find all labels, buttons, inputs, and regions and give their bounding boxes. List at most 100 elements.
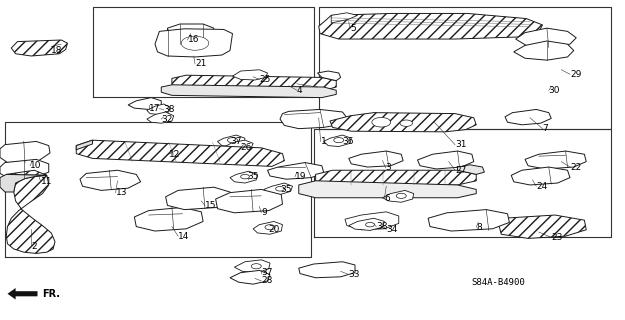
Polygon shape bbox=[349, 151, 403, 167]
Polygon shape bbox=[525, 151, 586, 169]
Polygon shape bbox=[0, 174, 47, 192]
Polygon shape bbox=[172, 75, 336, 90]
Text: 9: 9 bbox=[261, 208, 267, 217]
Text: 29: 29 bbox=[570, 70, 581, 79]
Polygon shape bbox=[134, 207, 203, 231]
Text: 31: 31 bbox=[455, 140, 466, 149]
Text: 16: 16 bbox=[188, 36, 199, 44]
Polygon shape bbox=[428, 210, 509, 231]
Circle shape bbox=[251, 264, 261, 269]
Text: S84A-B4900: S84A-B4900 bbox=[472, 278, 526, 287]
Text: 14: 14 bbox=[178, 232, 189, 241]
Polygon shape bbox=[299, 262, 355, 278]
Text: 30: 30 bbox=[549, 86, 560, 95]
Polygon shape bbox=[418, 151, 474, 169]
Circle shape bbox=[181, 36, 209, 50]
Text: 34: 34 bbox=[386, 225, 398, 234]
Text: 13: 13 bbox=[116, 188, 127, 197]
Polygon shape bbox=[234, 260, 270, 273]
Polygon shape bbox=[299, 181, 476, 198]
Polygon shape bbox=[8, 288, 38, 300]
Polygon shape bbox=[264, 183, 292, 195]
Text: 37: 37 bbox=[230, 137, 241, 146]
Text: 35: 35 bbox=[247, 172, 258, 181]
Polygon shape bbox=[128, 98, 161, 109]
Text: 2: 2 bbox=[31, 242, 37, 251]
Text: 37: 37 bbox=[261, 268, 272, 277]
Text: 33: 33 bbox=[349, 270, 360, 279]
Polygon shape bbox=[166, 187, 232, 210]
Circle shape bbox=[366, 222, 374, 227]
Polygon shape bbox=[161, 85, 336, 98]
Text: 4: 4 bbox=[297, 86, 302, 95]
Polygon shape bbox=[324, 135, 351, 147]
Polygon shape bbox=[6, 170, 55, 253]
Text: 32: 32 bbox=[161, 115, 172, 124]
Text: 19: 19 bbox=[295, 172, 306, 181]
Circle shape bbox=[276, 187, 284, 191]
Text: 28: 28 bbox=[261, 276, 272, 285]
Polygon shape bbox=[217, 135, 245, 147]
Polygon shape bbox=[349, 218, 384, 230]
Text: 17: 17 bbox=[149, 104, 160, 113]
Polygon shape bbox=[330, 113, 476, 132]
Polygon shape bbox=[216, 189, 282, 213]
Circle shape bbox=[265, 225, 275, 230]
Text: 38: 38 bbox=[376, 222, 388, 231]
Polygon shape bbox=[268, 163, 324, 179]
Text: 27: 27 bbox=[455, 166, 466, 175]
Text: 36: 36 bbox=[342, 137, 354, 146]
Text: 22: 22 bbox=[570, 163, 581, 172]
Circle shape bbox=[228, 138, 238, 143]
Polygon shape bbox=[382, 190, 414, 202]
Polygon shape bbox=[331, 13, 357, 23]
Polygon shape bbox=[155, 29, 232, 57]
Text: 7: 7 bbox=[542, 124, 548, 133]
Polygon shape bbox=[11, 40, 68, 56]
Polygon shape bbox=[280, 109, 347, 129]
Text: 8: 8 bbox=[476, 223, 482, 232]
Polygon shape bbox=[319, 13, 542, 39]
Polygon shape bbox=[0, 159, 49, 178]
Circle shape bbox=[400, 120, 412, 126]
Circle shape bbox=[241, 174, 249, 179]
Text: 26: 26 bbox=[241, 143, 252, 152]
Polygon shape bbox=[76, 140, 92, 150]
Polygon shape bbox=[147, 112, 174, 123]
Text: 35: 35 bbox=[280, 185, 291, 194]
Text: 24: 24 bbox=[536, 182, 548, 191]
Text: 6: 6 bbox=[384, 194, 390, 203]
Text: 10: 10 bbox=[30, 161, 41, 170]
Polygon shape bbox=[499, 215, 586, 238]
Text: 20: 20 bbox=[269, 225, 280, 234]
Polygon shape bbox=[230, 171, 258, 183]
Circle shape bbox=[396, 193, 406, 198]
Polygon shape bbox=[458, 165, 484, 174]
Polygon shape bbox=[0, 141, 50, 163]
Polygon shape bbox=[76, 140, 284, 166]
Text: 15: 15 bbox=[205, 201, 216, 210]
Text: 21: 21 bbox=[195, 60, 206, 68]
Text: 12: 12 bbox=[169, 150, 180, 159]
Polygon shape bbox=[147, 104, 170, 115]
Text: 25: 25 bbox=[259, 75, 271, 84]
Polygon shape bbox=[80, 170, 141, 190]
Polygon shape bbox=[505, 109, 551, 125]
Circle shape bbox=[372, 117, 391, 127]
Text: 23: 23 bbox=[551, 233, 562, 242]
Polygon shape bbox=[225, 140, 253, 151]
Polygon shape bbox=[511, 167, 570, 185]
Text: 11: 11 bbox=[41, 177, 52, 186]
Polygon shape bbox=[168, 24, 214, 44]
Polygon shape bbox=[316, 170, 476, 185]
Polygon shape bbox=[318, 71, 341, 81]
Text: 5: 5 bbox=[350, 24, 356, 33]
Text: 18: 18 bbox=[51, 46, 62, 55]
Polygon shape bbox=[232, 70, 268, 80]
Polygon shape bbox=[516, 28, 576, 47]
Text: 1: 1 bbox=[321, 137, 326, 146]
Polygon shape bbox=[230, 270, 270, 284]
Text: 38: 38 bbox=[164, 105, 175, 114]
Polygon shape bbox=[345, 212, 399, 230]
Polygon shape bbox=[514, 41, 574, 60]
